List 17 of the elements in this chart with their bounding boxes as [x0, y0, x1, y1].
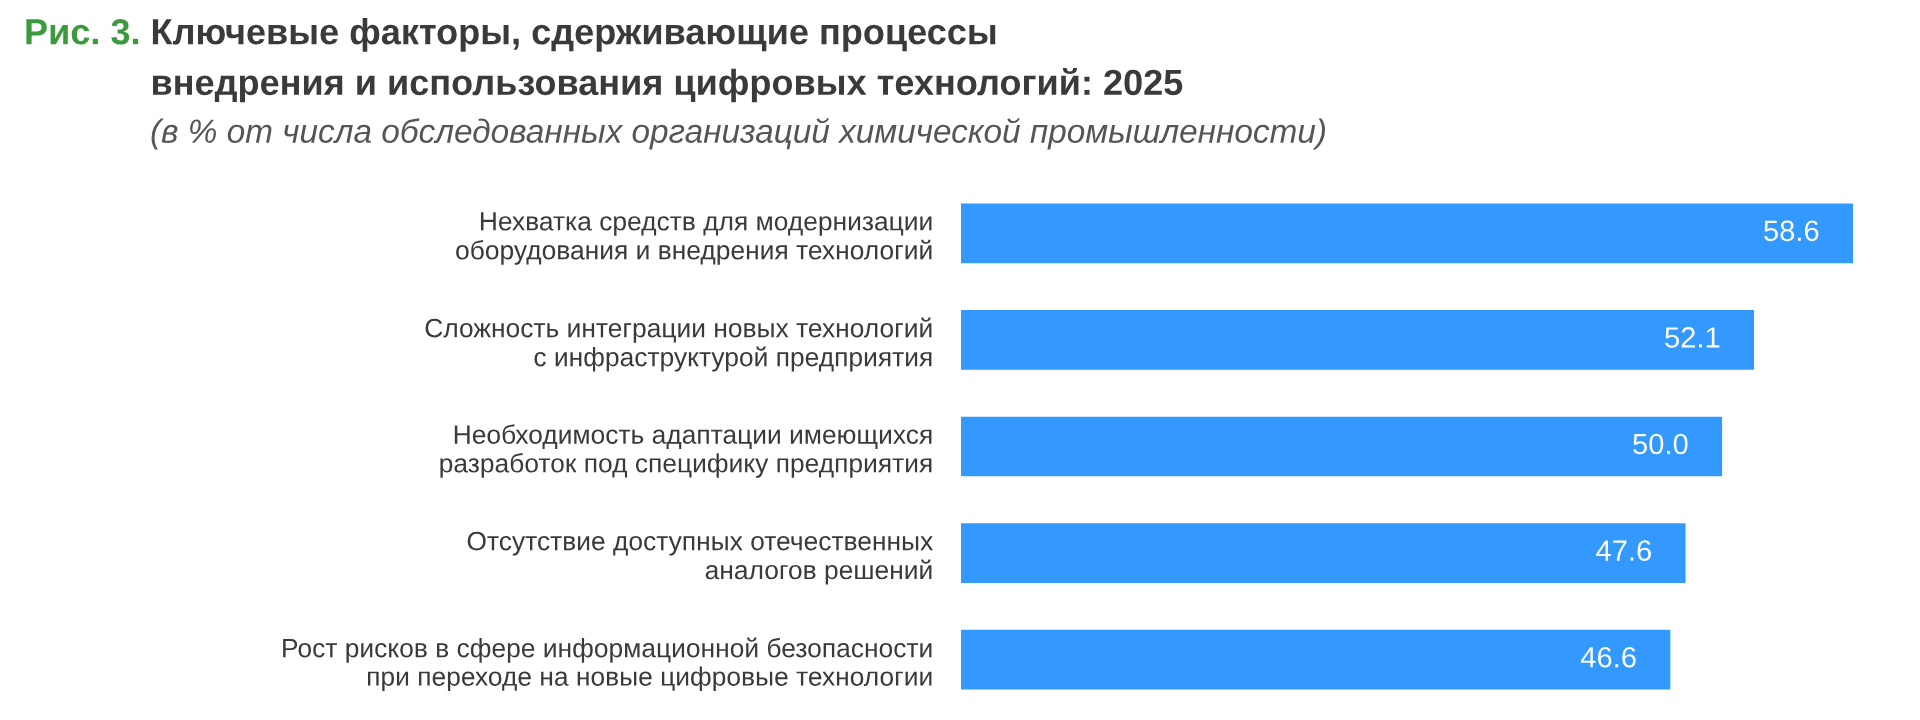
bar	[961, 310, 1755, 370]
y-tick-label: Рост рисков в сфере информационной безопасности при переходе на новые цифровые технологии	[283, 637, 932, 692]
y-tick-label: Отсутствие доступных отечественных аналогов решений	[467, 531, 933, 585]
data-label: 50.0	[1633, 433, 1688, 455]
y-tick-label: Необходимость адаптации имеющихся разработок под специфику предприятия	[440, 424, 932, 478]
bar	[961, 203, 1853, 264]
bar	[961, 629, 1671, 690]
data-label: 58.6	[1764, 220, 1819, 242]
data-label: 47.6	[1596, 540, 1651, 561]
y-tick-label: Сложность интеграции новых технологий с инфраструктурой предприятия	[425, 317, 932, 372]
chart-subtitle: (в % от числа обследованных организаций химической промышленности)	[151, 118, 1325, 150]
data-label: 52.1	[1665, 327, 1720, 348]
bar	[961, 416, 1723, 477]
text: Рис. 3. Ключевые факторы, сдерживающие процессы внедрения и использования цифровых технологий: 2025	[26, 18, 1183, 103]
bar	[961, 523, 1686, 583]
y-tick-label: Нехватка средств для модернизации оборудования и внедрения технологий	[456, 212, 932, 265]
data-label: 46.6	[1580, 646, 1636, 668]
